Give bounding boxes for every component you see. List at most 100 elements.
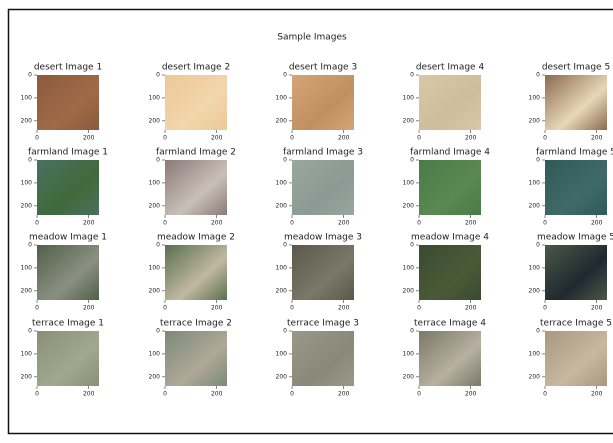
x-tick-label: 200 xyxy=(338,220,350,227)
x-tick-label: 200 xyxy=(211,305,223,312)
panel-title: farmland Image 3 xyxy=(283,148,363,158)
panel-title: farmland Image 4 xyxy=(410,148,490,158)
y-tick-label: 100 xyxy=(276,179,288,186)
y-tick-label: 200 xyxy=(21,117,33,124)
y-tick-label: 200 xyxy=(21,373,33,380)
y-tick-label: 0 xyxy=(410,157,414,164)
y-tick-label: 0 xyxy=(156,242,160,249)
panel-title: desert Image 5 xyxy=(542,63,610,73)
y-tick-label: 200 xyxy=(529,202,541,209)
x-tick-label: 200 xyxy=(591,220,603,227)
y-tick-label: 0 xyxy=(410,328,414,335)
image xyxy=(419,331,481,386)
x-tick-label: 0 xyxy=(163,391,167,398)
x-tick-label: 0 xyxy=(543,391,547,398)
y-tick-label: 100 xyxy=(276,94,288,101)
panel-title: terrace Image 5 xyxy=(540,319,612,329)
y-tick-label: 100 xyxy=(21,264,33,271)
image xyxy=(165,160,227,215)
x-tick-label: 200 xyxy=(465,305,477,312)
x-tick-label: 200 xyxy=(338,391,350,398)
y-tick-label: 200 xyxy=(276,117,288,124)
x-tick-label: 0 xyxy=(35,305,39,312)
y-tick-label: 100 xyxy=(149,94,161,101)
image xyxy=(545,160,607,215)
x-tick-label: 200 xyxy=(338,135,350,142)
panel-title: terrace Image 4 xyxy=(414,319,486,329)
x-tick-label: 200 xyxy=(83,391,95,398)
x-tick-label: 0 xyxy=(163,135,167,142)
y-tick-label: 200 xyxy=(276,202,288,209)
x-tick-label: 200 xyxy=(211,220,223,227)
y-tick-label: 200 xyxy=(403,287,415,294)
panel-title: terrace Image 1 xyxy=(32,319,104,329)
x-tick-label: 0 xyxy=(290,305,294,312)
x-tick-label: 0 xyxy=(543,305,547,312)
y-tick-label: 100 xyxy=(149,350,161,357)
x-tick-label: 200 xyxy=(338,305,350,312)
y-tick-label: 0 xyxy=(28,72,32,79)
panel-title: meadow Image 4 xyxy=(411,233,489,243)
y-tick-label: 100 xyxy=(21,179,33,186)
x-tick-label: 0 xyxy=(163,220,167,227)
image xyxy=(419,245,481,300)
y-tick-label: 200 xyxy=(149,373,161,380)
panel-title: meadow Image 1 xyxy=(29,233,107,243)
image xyxy=(545,75,607,130)
y-tick-label: 100 xyxy=(149,179,161,186)
image xyxy=(292,245,354,300)
x-tick-label: 200 xyxy=(211,391,223,398)
image xyxy=(165,75,227,130)
y-tick-label: 0 xyxy=(28,328,32,335)
x-tick-label: 0 xyxy=(417,135,421,142)
x-tick-label: 200 xyxy=(591,391,603,398)
y-tick-label: 0 xyxy=(283,157,287,164)
y-tick-label: 0 xyxy=(156,328,160,335)
x-tick-label: 200 xyxy=(83,135,95,142)
image xyxy=(419,75,481,130)
image xyxy=(419,160,481,215)
panel-title: farmland Image 5 xyxy=(536,148,613,158)
x-tick-label: 200 xyxy=(83,305,95,312)
image xyxy=(37,245,99,300)
x-tick-label: 0 xyxy=(543,135,547,142)
y-tick-label: 200 xyxy=(403,202,415,209)
x-tick-label: 200 xyxy=(591,135,603,142)
y-tick-label: 200 xyxy=(21,287,33,294)
panel-title: meadow Image 3 xyxy=(284,233,362,243)
image xyxy=(545,245,607,300)
x-tick-label: 0 xyxy=(35,220,39,227)
y-tick-label: 100 xyxy=(149,264,161,271)
x-tick-label: 0 xyxy=(417,220,421,227)
y-tick-label: 100 xyxy=(403,350,415,357)
panel-title: terrace Image 3 xyxy=(287,319,359,329)
panel-title: meadow Image 2 xyxy=(157,233,235,243)
y-tick-label: 200 xyxy=(403,373,415,380)
y-tick-label: 0 xyxy=(536,242,540,249)
y-tick-label: 200 xyxy=(403,117,415,124)
y-tick-label: 0 xyxy=(536,328,540,335)
y-tick-label: 0 xyxy=(536,72,540,79)
x-tick-label: 200 xyxy=(591,305,603,312)
panel-title: desert Image 3 xyxy=(289,63,357,73)
y-tick-label: 100 xyxy=(403,179,415,186)
image xyxy=(545,331,607,386)
x-tick-label: 0 xyxy=(417,391,421,398)
image xyxy=(292,331,354,386)
panel-title: meadow Image 5 xyxy=(537,233,613,243)
y-tick-label: 200 xyxy=(276,373,288,380)
y-tick-label: 0 xyxy=(283,242,287,249)
panel-title: desert Image 4 xyxy=(416,63,485,73)
y-tick-label: 200 xyxy=(276,287,288,294)
image xyxy=(37,75,99,130)
y-tick-label: 0 xyxy=(156,72,160,79)
x-tick-label: 0 xyxy=(290,135,294,142)
y-tick-label: 100 xyxy=(403,94,415,101)
x-tick-label: 0 xyxy=(417,305,421,312)
y-tick-label: 0 xyxy=(28,157,32,164)
figure: Sample Images desert Image 101002000200d… xyxy=(0,0,613,443)
panel-title: terrace Image 2 xyxy=(160,319,232,329)
x-tick-label: 0 xyxy=(290,220,294,227)
y-tick-label: 100 xyxy=(529,264,541,271)
x-tick-label: 0 xyxy=(163,305,167,312)
